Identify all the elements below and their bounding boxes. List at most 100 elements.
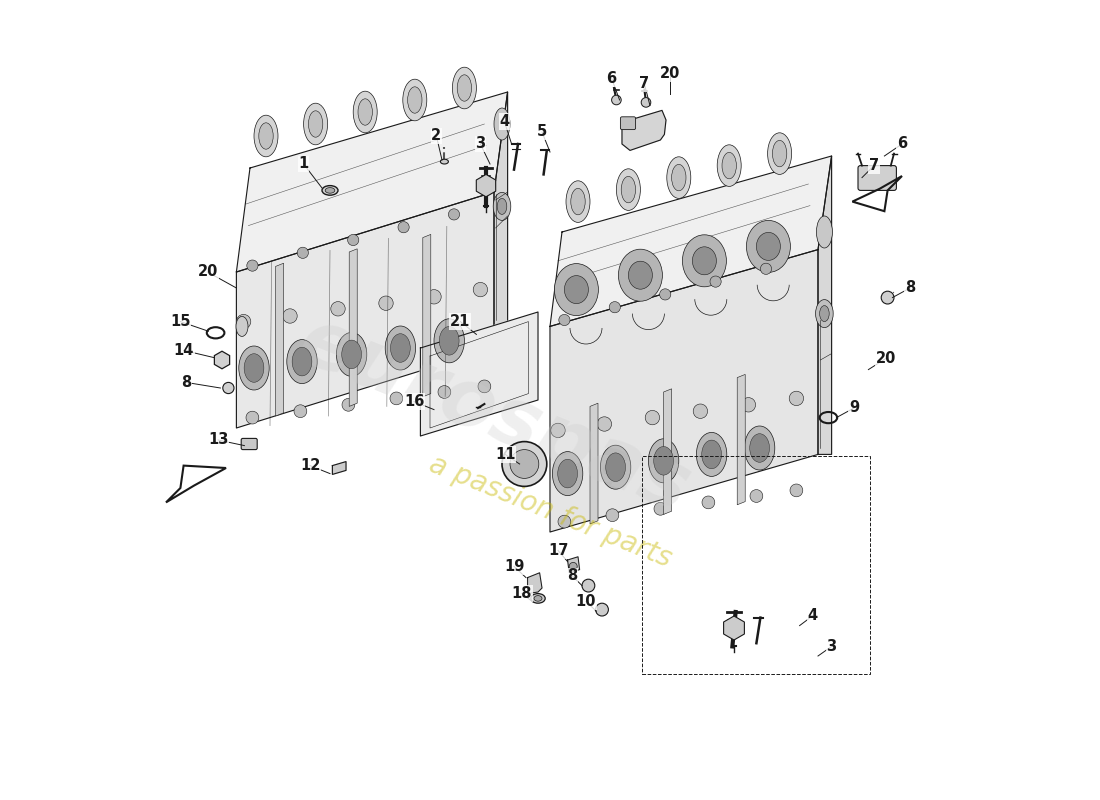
Ellipse shape	[628, 261, 652, 289]
Text: 21: 21	[450, 314, 471, 329]
Text: 8: 8	[905, 281, 915, 295]
Text: 1: 1	[298, 157, 309, 171]
Circle shape	[582, 579, 595, 592]
Ellipse shape	[750, 434, 770, 462]
Ellipse shape	[696, 432, 727, 476]
Ellipse shape	[439, 326, 459, 355]
Circle shape	[297, 247, 308, 258]
Text: 15: 15	[170, 314, 190, 329]
Ellipse shape	[258, 122, 273, 149]
Circle shape	[551, 423, 565, 438]
Ellipse shape	[745, 426, 774, 470]
Polygon shape	[332, 462, 346, 474]
Polygon shape	[663, 389, 672, 514]
Text: 3: 3	[826, 639, 837, 654]
Circle shape	[612, 95, 621, 105]
Ellipse shape	[434, 318, 464, 363]
Polygon shape	[550, 250, 818, 532]
Ellipse shape	[293, 347, 312, 376]
Polygon shape	[236, 192, 494, 428]
Ellipse shape	[815, 300, 833, 328]
Text: 18: 18	[512, 586, 532, 601]
Ellipse shape	[342, 340, 362, 369]
Ellipse shape	[768, 133, 792, 174]
Circle shape	[510, 450, 539, 478]
Circle shape	[750, 490, 762, 502]
Text: 5: 5	[537, 125, 547, 139]
Polygon shape	[420, 312, 538, 436]
Text: 13: 13	[208, 433, 228, 447]
Ellipse shape	[552, 451, 583, 495]
Circle shape	[223, 382, 234, 394]
Circle shape	[660, 289, 671, 300]
Circle shape	[789, 391, 804, 406]
Ellipse shape	[682, 235, 726, 286]
Polygon shape	[590, 403, 598, 524]
Ellipse shape	[672, 164, 686, 191]
Text: 20: 20	[197, 265, 218, 279]
Circle shape	[294, 405, 307, 418]
Ellipse shape	[337, 333, 366, 377]
Ellipse shape	[616, 169, 640, 210]
Text: 17: 17	[548, 543, 569, 558]
FancyBboxPatch shape	[858, 166, 896, 190]
Ellipse shape	[353, 91, 377, 133]
Ellipse shape	[558, 459, 578, 488]
Ellipse shape	[757, 233, 780, 261]
Circle shape	[390, 392, 403, 405]
Circle shape	[427, 290, 441, 304]
Polygon shape	[818, 156, 832, 454]
Ellipse shape	[816, 216, 833, 248]
Ellipse shape	[571, 188, 585, 215]
Circle shape	[246, 260, 258, 271]
Ellipse shape	[820, 306, 829, 322]
Circle shape	[283, 309, 297, 323]
Circle shape	[881, 291, 894, 304]
Ellipse shape	[653, 446, 673, 475]
Polygon shape	[528, 573, 542, 594]
Ellipse shape	[497, 198, 507, 214]
Polygon shape	[422, 234, 431, 397]
FancyBboxPatch shape	[241, 438, 257, 450]
Bar	[642, 456, 870, 674]
Ellipse shape	[692, 246, 716, 274]
Polygon shape	[737, 374, 745, 505]
Circle shape	[342, 398, 355, 411]
Circle shape	[559, 314, 570, 326]
Circle shape	[502, 442, 547, 486]
Text: 8: 8	[180, 375, 191, 390]
Ellipse shape	[667, 157, 691, 198]
Ellipse shape	[601, 445, 630, 489]
Circle shape	[597, 417, 612, 431]
Text: 8: 8	[568, 569, 578, 583]
Ellipse shape	[408, 86, 422, 114]
Polygon shape	[621, 110, 665, 150]
Text: eurospas: eurospas	[287, 302, 701, 530]
Circle shape	[609, 302, 620, 313]
Ellipse shape	[239, 346, 270, 390]
Ellipse shape	[554, 263, 598, 315]
Polygon shape	[276, 263, 284, 416]
Ellipse shape	[452, 67, 476, 109]
Text: a passion for parts: a passion for parts	[425, 450, 675, 574]
Text: 16: 16	[404, 394, 425, 409]
Ellipse shape	[772, 140, 786, 166]
Circle shape	[246, 411, 258, 424]
Ellipse shape	[440, 159, 449, 164]
Text: 6: 6	[606, 71, 617, 86]
Circle shape	[569, 562, 578, 570]
Text: 7: 7	[639, 77, 649, 91]
Circle shape	[646, 410, 660, 425]
Polygon shape	[236, 92, 507, 272]
Ellipse shape	[458, 75, 472, 102]
Polygon shape	[568, 557, 580, 573]
Ellipse shape	[747, 221, 791, 273]
Text: 20: 20	[876, 351, 896, 366]
Ellipse shape	[722, 152, 736, 179]
Ellipse shape	[494, 108, 510, 140]
Ellipse shape	[648, 438, 679, 482]
Ellipse shape	[493, 192, 510, 221]
Circle shape	[473, 282, 487, 297]
Text: 19: 19	[504, 559, 525, 574]
Ellipse shape	[566, 181, 590, 222]
